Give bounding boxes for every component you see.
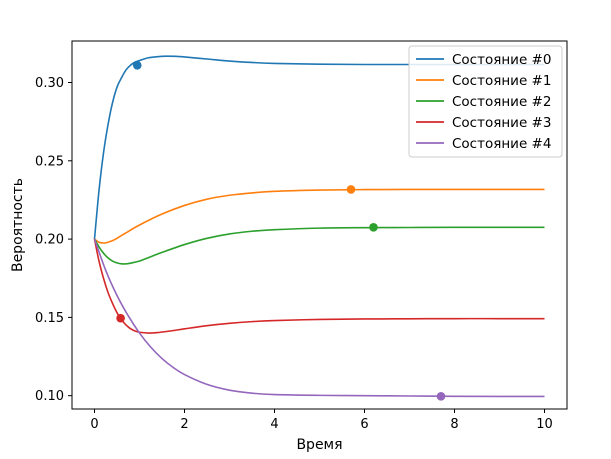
y-tick-label-4: 0.30: [35, 76, 64, 91]
legend: Состояние #0 Состояние #1 Состояние #2 Сост…: [408, 45, 563, 158]
series-line-3: [93, 238, 545, 334]
series-line-4: [93, 238, 545, 398]
x-tick-label-5: 10: [536, 417, 553, 432]
x-tick-label-0: 0: [90, 417, 98, 432]
legend-label-2: Состояние #2: [452, 94, 551, 110]
series-marker-2: [369, 223, 378, 232]
x-axis-label: Время: [296, 437, 342, 453]
series-marker-3: [116, 313, 125, 323]
y-axis-ticks: 0.10 0.15 0.20 0.25 0.30: [35, 76, 72, 404]
legend-box: [408, 45, 563, 158]
plot-lines: [93, 55, 545, 398]
legend-label-4: Состояние #4: [452, 136, 551, 152]
series-line-0: [93, 55, 545, 240]
legend-label-1: Состояние #1: [452, 73, 551, 89]
x-tick-label-4: 8: [450, 417, 458, 432]
legend-label-3: Состояние #3: [452, 115, 551, 131]
x-tick-label-3: 6: [360, 417, 368, 432]
y-tick-label-0: 0.10: [35, 389, 64, 404]
y-tick-label-1: 0.15: [35, 311, 64, 326]
series-marker-1: [346, 185, 356, 194]
x-axis-ticks: 0 2 4 6 8 10: [90, 409, 553, 432]
series-line-1: [94, 188, 545, 244]
y-axis-label: Вероятность: [10, 178, 26, 272]
series-marker-4: [436, 392, 446, 401]
y-tick-label-3: 0.25: [35, 154, 64, 169]
legend-label-0: Состояние #0: [452, 52, 551, 68]
plot-markers: [116, 60, 446, 401]
x-tick-label-1: 2: [180, 417, 188, 432]
series-marker-0: [132, 60, 142, 70]
x-tick-label-2: 4: [270, 417, 278, 432]
plot-frame: [71, 40, 568, 410]
y-tick-label-2: 0.20: [35, 233, 64, 248]
